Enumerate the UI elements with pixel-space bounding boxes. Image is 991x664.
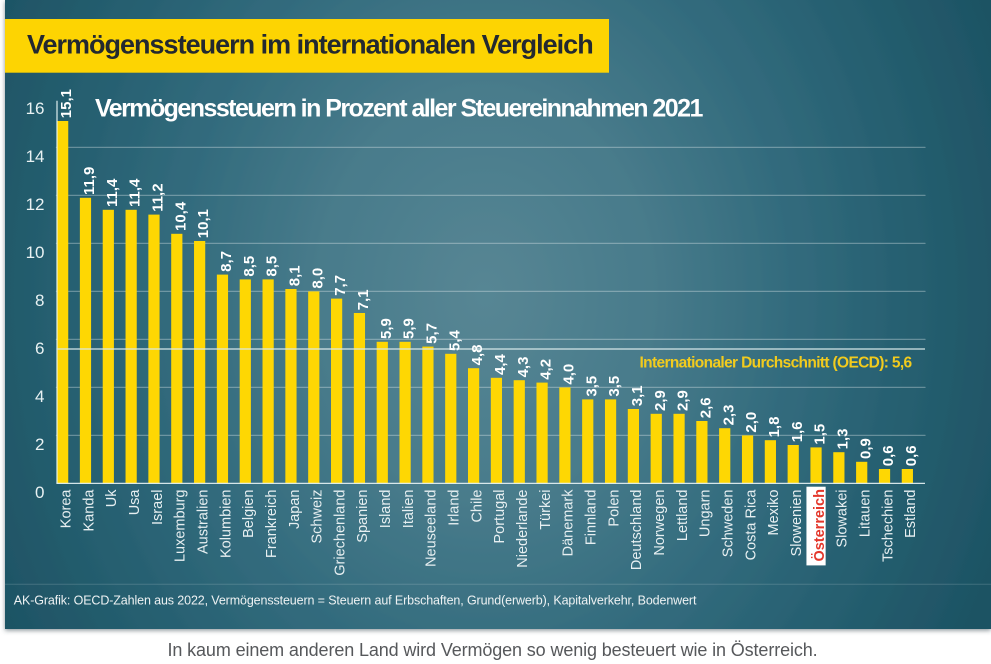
svg-text:0,9: 0,9 — [857, 438, 874, 459]
svg-text:2,9: 2,9 — [652, 390, 669, 411]
svg-text:2,6: 2,6 — [697, 397, 714, 418]
svg-text:3,5: 3,5 — [583, 376, 600, 397]
svg-text:0,6: 0,6 — [880, 445, 897, 466]
svg-text:5,4: 5,4 — [446, 329, 463, 351]
svg-text:Mexiko: Mexiko — [766, 490, 782, 536]
svg-text:Türkei: Türkei — [538, 490, 554, 530]
svg-text:Luxemburg: Luxemburg — [173, 490, 189, 563]
svg-text:Tschechien: Tschechien — [880, 490, 896, 563]
svg-text:5,9: 5,9 — [378, 318, 395, 339]
svg-text:2,0: 2,0 — [743, 412, 760, 433]
svg-text:Finnland: Finnland — [584, 490, 600, 546]
svg-text:Chile: Chile — [469, 490, 485, 523]
svg-text:5,9: 5,9 — [401, 318, 418, 339]
svg-text:Australien: Australien — [195, 490, 211, 554]
svg-text:1,3: 1,3 — [834, 429, 851, 450]
svg-text:8,7: 8,7 — [218, 251, 235, 272]
svg-text:Ungarn: Ungarn — [698, 490, 714, 538]
svg-text:0,6: 0,6 — [903, 445, 920, 466]
svg-text:Griechenland: Griechenland — [332, 490, 348, 576]
svg-text:11,2: 11,2 — [150, 183, 167, 211]
svg-text:1,6: 1,6 — [789, 421, 806, 442]
svg-text:In kaum einem anderen Land wir: In kaum einem anderen Land wird Vermögen… — [168, 640, 818, 660]
svg-text:Norwegen: Norwegen — [652, 490, 668, 556]
svg-text:0: 0 — [35, 483, 44, 502]
svg-text:7,1: 7,1 — [355, 289, 372, 310]
svg-text:Litauen: Litauen — [858, 490, 874, 538]
svg-text:Dänemark: Dänemark — [561, 489, 577, 557]
svg-text:Usa: Usa — [127, 489, 143, 516]
svg-text:Vermögenssteuern in Prozent al: Vermögenssteuern in Prozent aller Steuer… — [95, 94, 703, 122]
svg-text:5,7: 5,7 — [424, 323, 441, 344]
svg-text:11,9: 11,9 — [81, 167, 98, 195]
svg-text:Internationaler Durchschnitt (: Internationaler Durchschnitt (OECD): 5,6 — [640, 354, 913, 371]
svg-text:7,7: 7,7 — [332, 275, 349, 296]
svg-text:Japan: Japan — [287, 490, 303, 530]
svg-text:8: 8 — [35, 291, 44, 310]
svg-text:10,4: 10,4 — [172, 201, 189, 231]
svg-text:Frankreich: Frankreich — [264, 490, 280, 559]
svg-text:3,1: 3,1 — [629, 385, 646, 406]
svg-text:4,0: 4,0 — [561, 364, 578, 385]
svg-text:Estland: Estland — [903, 490, 919, 538]
svg-text:Schweiz: Schweiz — [310, 490, 326, 544]
svg-text:Lettland: Lettland — [675, 490, 691, 542]
svg-text:Niederlande: Niederlande — [515, 490, 531, 568]
svg-text:Spanien: Spanien — [355, 490, 371, 543]
svg-text:Kolumbien: Kolumbien — [218, 490, 234, 559]
svg-text:4,3: 4,3 — [515, 357, 532, 378]
svg-text:10,1: 10,1 — [195, 209, 212, 238]
svg-text:Island: Island — [378, 490, 394, 529]
svg-text:Schweden: Schweden — [721, 490, 737, 558]
svg-text:4,8: 4,8 — [469, 345, 486, 366]
svg-text:11,4: 11,4 — [104, 178, 121, 207]
svg-text:1,8: 1,8 — [766, 417, 783, 438]
svg-text:Irland: Irland — [447, 490, 463, 526]
svg-text:Belgien: Belgien — [241, 490, 257, 538]
svg-text:Neuseeland: Neuseeland — [424, 489, 440, 566]
svg-text:2,3: 2,3 — [720, 405, 737, 426]
svg-text:Costa Rica: Costa Rica — [743, 489, 759, 561]
svg-text:AK-Grafik: OECD-Zahlen aus 202: AK-Grafik: OECD-Zahlen aus 2022, Vermöge… — [14, 594, 697, 608]
svg-text:8,1: 8,1 — [287, 265, 304, 286]
svg-text:8,5: 8,5 — [241, 256, 258, 277]
svg-text:Korea: Korea — [58, 489, 74, 529]
svg-text:Portugal: Portugal — [492, 489, 508, 543]
svg-text:Vermögenssteuern im internatio: Vermögenssteuern im internationalen Verg… — [27, 30, 593, 60]
svg-text:14: 14 — [26, 147, 45, 166]
svg-text:4,4: 4,4 — [492, 353, 509, 375]
svg-text:15,1: 15,1 — [58, 89, 75, 118]
svg-text:3,5: 3,5 — [606, 376, 623, 397]
svg-text:6: 6 — [35, 339, 44, 358]
svg-text:4,2: 4,2 — [538, 359, 555, 380]
svg-text:2,9: 2,9 — [675, 390, 692, 411]
svg-text:Polen: Polen — [606, 490, 622, 527]
svg-text:Kanda: Kanda — [81, 489, 97, 532]
svg-text:8,0: 8,0 — [309, 268, 326, 289]
svg-text:Österreich: Österreich — [811, 489, 828, 562]
svg-text:2: 2 — [35, 435, 44, 454]
svg-text:8,5: 8,5 — [264, 256, 281, 277]
svg-text:Deutschland: Deutschland — [629, 490, 645, 571]
svg-text:Slowenien: Slowenien — [789, 490, 805, 557]
svg-text:16: 16 — [26, 99, 45, 118]
svg-text:Israel: Israel — [150, 490, 166, 525]
svg-text:4: 4 — [35, 387, 44, 406]
svg-text:12: 12 — [26, 195, 45, 214]
svg-text:Slowakei: Slowakei — [835, 490, 851, 548]
svg-text:Uk: Uk — [104, 489, 120, 507]
svg-text:1,5: 1,5 — [812, 424, 829, 445]
svg-text:11,4: 11,4 — [127, 178, 144, 207]
svg-text:Italien: Italien — [401, 490, 417, 529]
svg-text:10: 10 — [26, 243, 45, 262]
